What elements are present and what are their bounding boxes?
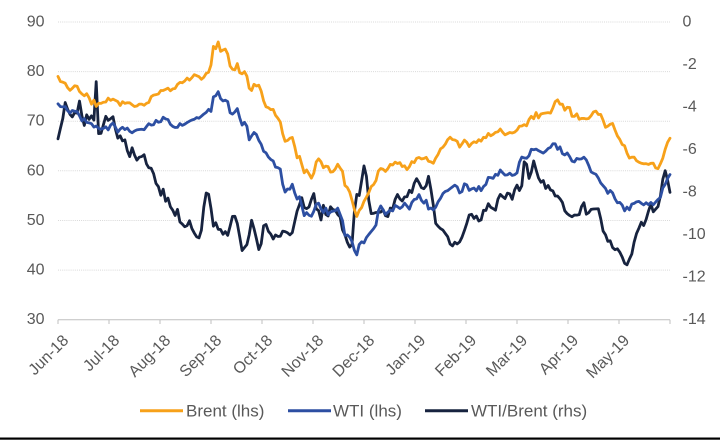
svg-text:0: 0 [683,14,692,31]
svg-text:WTI (lhs): WTI (lhs) [333,401,402,420]
svg-text:50: 50 [27,212,45,229]
svg-text:-8: -8 [683,184,697,201]
svg-text:30: 30 [27,311,45,328]
svg-text:60: 60 [27,162,45,179]
svg-text:70: 70 [27,113,45,130]
svg-text:40: 40 [27,262,45,279]
svg-text:80: 80 [27,63,45,80]
svg-text:-4: -4 [683,99,697,116]
svg-text:-6: -6 [683,141,697,158]
svg-text:-14: -14 [683,311,706,328]
svg-text:WTI/Brent (rhs): WTI/Brent (rhs) [471,401,587,420]
svg-text:-2: -2 [683,56,697,73]
svg-text:-10: -10 [683,226,706,243]
svg-text:Brent (lhs): Brent (lhs) [186,401,264,420]
svg-text:90: 90 [27,14,45,31]
svg-text:-12: -12 [683,269,706,286]
